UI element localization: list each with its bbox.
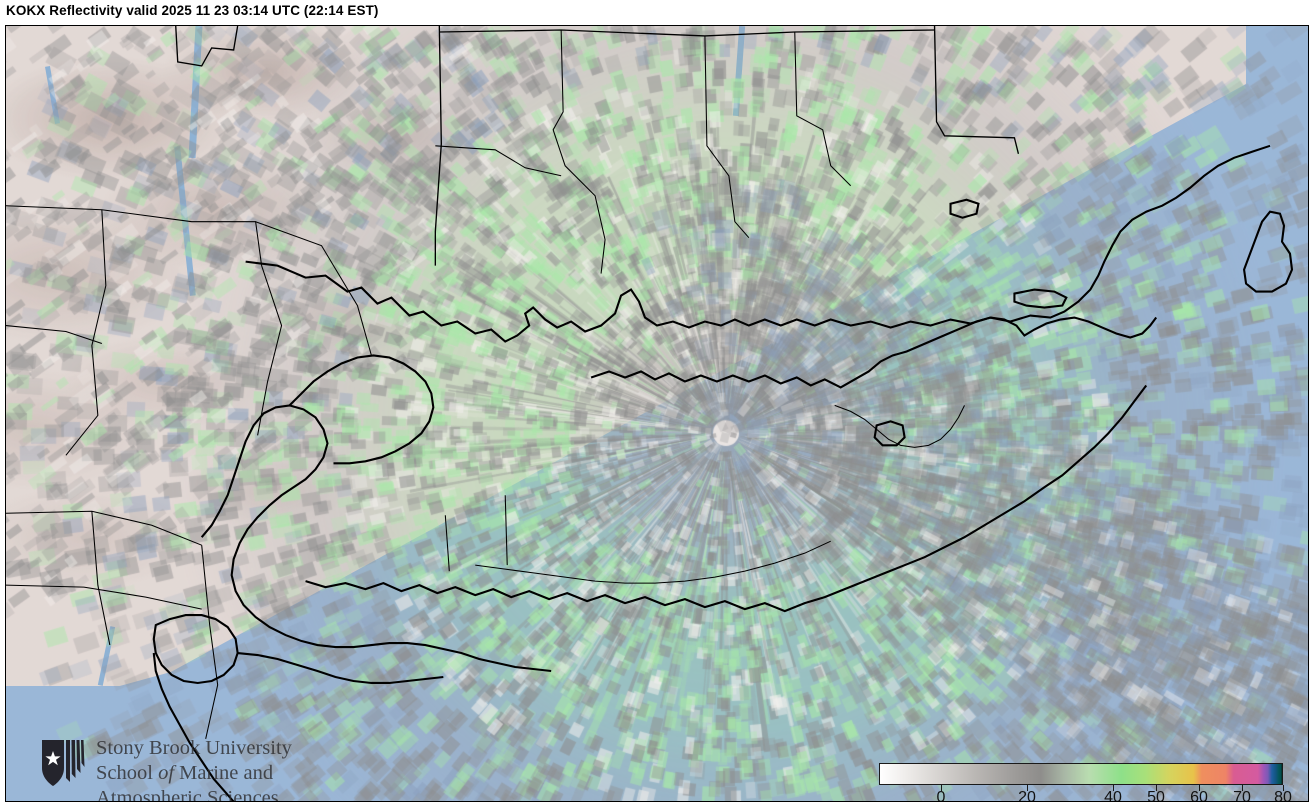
colorbar-tick-label: 50 [1147,789,1165,801]
colorbar-gradient [879,763,1283,785]
coastline-li-north [591,318,1156,388]
colorbar-tick-labels: 0 20 40 50 60 70 80 [879,789,1292,801]
map-viewport: Stony Brook University School of Marine … [6,26,1308,801]
county-line-ny-2 [66,210,106,456]
coastline-nj-shore [154,653,242,801]
border-state-north [176,26,238,66]
county-line-ny-1 [6,206,282,436]
colorbar-tick [1242,785,1244,791]
radar-map-frame[interactable]: Stony Brook University School of Marine … [5,25,1309,802]
coastline-ct-shore [246,146,1270,342]
county-line-ny-6 [92,511,110,645]
county-line-ny-4 [6,326,102,344]
county-line-ny-5 [6,511,202,545]
colorbar-tick-label: 80 [1274,789,1292,801]
border-ct-ma [439,30,934,36]
colorbar-tick [941,785,943,791]
page-title: KOKX Reflectivity valid 2025 11 23 03:14… [6,3,379,18]
county-line-ct-4 [435,146,561,176]
coastline-peconic-bay [835,405,965,447]
coastline-block-island [1244,212,1292,292]
county-line-ct-2 [705,36,749,238]
colorbar-tick [1283,785,1285,791]
colorbar-ticks [879,785,1285,791]
coastline-great-south-bay [475,541,830,583]
county-line-nj-1 [202,545,218,739]
colorbar-tick-label: 20 [1018,789,1036,801]
coastline-li-south [306,385,1147,611]
colorbar-tick-label: 40 [1104,789,1122,801]
county-line-ny-3 [256,222,372,356]
coastline-fishers-island [1014,290,1066,308]
map-vector-overlay [6,26,1308,801]
county-line-li-1 [445,515,449,571]
coastline-nyc-harbor [202,405,551,671]
coastline-shelter-island [875,421,905,445]
colorbar-tick-label: 0 [936,789,946,801]
border-ct-ri [935,26,1019,154]
county-line-li-2 [505,495,507,565]
coastline-staten-island [154,615,238,683]
colorbar-tick-label: 60 [1190,789,1208,801]
colorbar-tick [1113,785,1115,791]
colorbar-tick-label: 70 [1233,789,1251,801]
colorbar-tick [1027,785,1029,791]
county-line-ct-1 [553,30,605,274]
border-ny-ct [435,26,441,266]
county-line-nj-2 [6,585,202,609]
colorbar-tick [1156,785,1158,791]
reflectivity-colorbar: 0 20 40 50 60 70 80 [879,763,1292,801]
radar-reflectivity-layer [6,26,1308,801]
county-line-ct-3 [795,32,851,186]
coastline-plum-island [951,200,979,218]
colorbar-tick [1199,785,1201,791]
coastline-east-river [290,355,434,463]
coastline-nj-bay [238,653,444,683]
